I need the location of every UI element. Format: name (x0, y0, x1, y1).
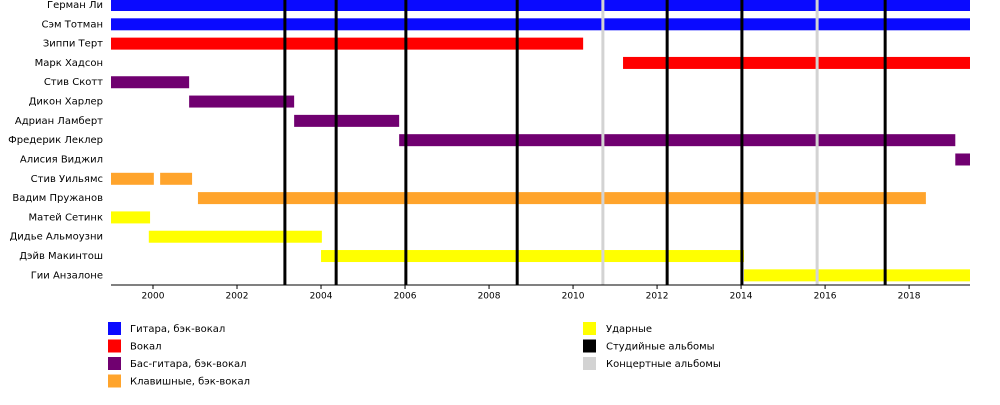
row-label: Герман Ли (47, 0, 103, 11)
legend-swatch (583, 322, 596, 335)
x-tick-label: 2004 (310, 292, 333, 302)
legend-swatch (108, 339, 121, 353)
legend-label: Концертные альбомы (606, 359, 721, 370)
period-bar (623, 56, 970, 69)
period-bar (197, 192, 926, 205)
row-label: Адриан Ламберт (15, 116, 103, 127)
x-tick-label: 2014 (730, 292, 753, 302)
period-bar (111, 76, 190, 89)
period-bar (111, 18, 970, 31)
row-label: Стив Уильямс (31, 174, 103, 185)
period-bar (148, 230, 322, 243)
period-bar (189, 95, 295, 108)
x-tick-label: 2012 (646, 292, 669, 302)
row-label: Дикон Харлер (29, 97, 103, 108)
row-label: Марк Хадсон (35, 58, 103, 69)
period-bar (294, 114, 400, 127)
x-tick-label: 2006 (394, 292, 417, 302)
row-label: Зиппи Терт (43, 39, 103, 50)
legend-label: Бас-гитара, бэк-вокал (130, 359, 247, 370)
row-label: Вадим Пружанов (12, 193, 103, 204)
x-tick-label: 2010 (562, 292, 585, 302)
legend-swatch (108, 322, 121, 335)
period-bar (111, 211, 151, 224)
legend-label: Гитара, бэк-вокал (130, 324, 225, 335)
legend-swatch (583, 339, 596, 353)
row-label: Дидье Альмоузни (9, 232, 103, 243)
period-bar (955, 153, 970, 166)
legend-label: Клавишные, бэк-вокал (130, 377, 250, 388)
period-bar (321, 250, 745, 263)
x-tick-label: 2008 (478, 292, 501, 302)
legend-label: Студийные альбомы (606, 342, 715, 353)
row-label: Гии Анзалоне (31, 270, 103, 281)
row-label: Стив Скотт (44, 77, 103, 88)
x-tick-label: 2016 (814, 292, 837, 302)
period-bar (160, 172, 193, 185)
row-label: Дэйв Макинтош (19, 251, 103, 262)
row-label: Сэм Тотман (42, 19, 103, 30)
x-tick-label: 2002 (226, 292, 249, 302)
legend-swatch (583, 357, 596, 370)
legend-label: Ударные (606, 324, 652, 335)
period-bar (399, 134, 956, 147)
legend-label: Вокал (130, 342, 162, 353)
legend-swatch (108, 374, 121, 388)
row-label: Фредерик Леклер (8, 135, 103, 146)
legend-swatch (108, 357, 121, 370)
period-bar (111, 37, 584, 50)
x-tick-label: 2000 (142, 292, 165, 302)
period-bar (744, 269, 970, 282)
row-label: Матей Сетинк (29, 212, 103, 223)
period-bar (111, 172, 154, 185)
x-tick-label: 2018 (898, 292, 921, 302)
row-label: Алисия Виджил (20, 154, 103, 165)
period-bar (111, 0, 970, 12)
